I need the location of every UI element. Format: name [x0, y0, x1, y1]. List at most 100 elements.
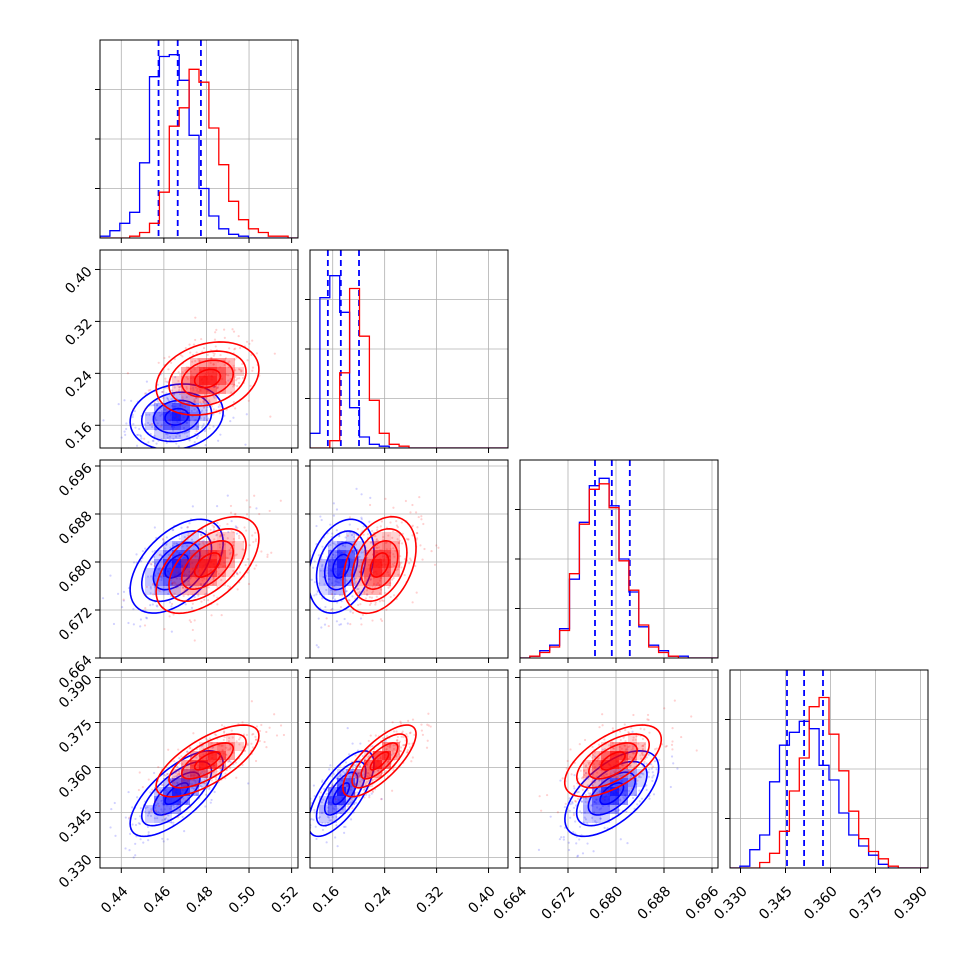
density-cell [208, 550, 217, 559]
scatter-point [562, 838, 565, 841]
scatter-point [385, 748, 388, 751]
scatter-point [330, 532, 334, 535]
scatter-point [395, 739, 399, 742]
scatter-point [197, 359, 200, 362]
scatter-point [172, 613, 175, 616]
scatter-point [402, 735, 405, 739]
scatter-point [340, 790, 343, 793]
density-cell [163, 541, 172, 550]
scatter-point [354, 543, 357, 546]
density-cell [601, 760, 610, 769]
scatter-point [642, 773, 645, 776]
scatter-point [630, 774, 633, 777]
scatter-point [391, 789, 394, 792]
scatter-point [368, 503, 372, 507]
scatter-point [219, 769, 222, 772]
scatter-point [182, 405, 185, 408]
scatter-point [398, 740, 402, 743]
scatter-point [275, 734, 279, 737]
panel-content [520, 460, 718, 658]
scatter-point [629, 764, 632, 767]
scatter-point [130, 399, 133, 402]
scatter-point [197, 434, 200, 438]
scatter-point [263, 740, 266, 744]
scatter-point [188, 619, 191, 622]
scatter-point [327, 624, 330, 628]
scatter-point [137, 788, 141, 792]
scatter-point [339, 623, 343, 626]
scatter-point [313, 808, 316, 812]
density-cell [346, 550, 355, 559]
scatter-point [209, 361, 212, 365]
density-cell [235, 541, 244, 550]
scatter-point [273, 713, 276, 716]
scatter-point [205, 531, 208, 534]
scatter-point [574, 799, 577, 803]
scatter-point [149, 585, 152, 589]
scatter-point [156, 403, 159, 406]
scatter-point [581, 788, 584, 792]
scatter-point [170, 397, 173, 401]
scatter-point [388, 585, 391, 588]
scatter-point [360, 516, 363, 519]
scatter-point [351, 807, 354, 810]
scatter-point [255, 507, 258, 510]
scatter-point [380, 588, 383, 591]
scatter-point [132, 423, 135, 426]
density-cell [181, 586, 190, 595]
scatter-point [253, 494, 256, 497]
scatter-point [400, 561, 403, 564]
scatter-point [399, 722, 403, 725]
scatter-point [341, 544, 345, 547]
scatter-point [248, 544, 251, 547]
scatter-point [388, 745, 392, 748]
scatter-point [239, 368, 242, 371]
scatter-point [647, 753, 650, 756]
scatter-point [158, 812, 161, 815]
scatter-point [371, 744, 374, 748]
scatter-point [421, 558, 424, 561]
scatter-point [570, 773, 573, 776]
scatter-point [690, 715, 693, 718]
scatter-point [632, 713, 635, 717]
scatter-point [172, 429, 175, 432]
scatter-point [229, 551, 232, 554]
scatter-point [618, 798, 622, 801]
density-cell [346, 769, 355, 778]
scatter-point [362, 525, 365, 528]
scatter-point [357, 772, 360, 775]
scatter-point [635, 782, 638, 785]
scatter-point [592, 754, 595, 757]
contour-line [342, 515, 417, 615]
scatter-point [217, 439, 220, 442]
scatter-point [143, 392, 147, 395]
scatter-point [189, 351, 192, 354]
density-cell [226, 367, 235, 376]
density-cell [172, 769, 181, 778]
scatter-point [177, 773, 180, 776]
scatter-point [173, 760, 176, 763]
scatter-point [246, 571, 249, 574]
scatter-point [155, 442, 158, 445]
density-cell [619, 769, 628, 778]
scatter-point [251, 366, 255, 369]
density-cell [217, 742, 226, 751]
scatter-point [325, 841, 328, 844]
scatter-point [173, 592, 176, 595]
scatter-point [217, 572, 220, 575]
scatter-point [152, 583, 155, 586]
density-cell [355, 550, 364, 559]
scatter-point [157, 765, 160, 769]
density-cell [583, 760, 592, 769]
scatter-point [181, 780, 184, 783]
scatter-point [226, 494, 229, 497]
scatter-point [336, 776, 340, 779]
scatter-point [166, 386, 169, 389]
scatter-point [160, 799, 163, 803]
scatter-point [624, 795, 628, 798]
scatter-point [207, 770, 210, 773]
scatter-point [139, 435, 143, 438]
scatter-point [168, 601, 172, 604]
scatter-point [229, 746, 232, 750]
scatter-point [215, 533, 219, 536]
